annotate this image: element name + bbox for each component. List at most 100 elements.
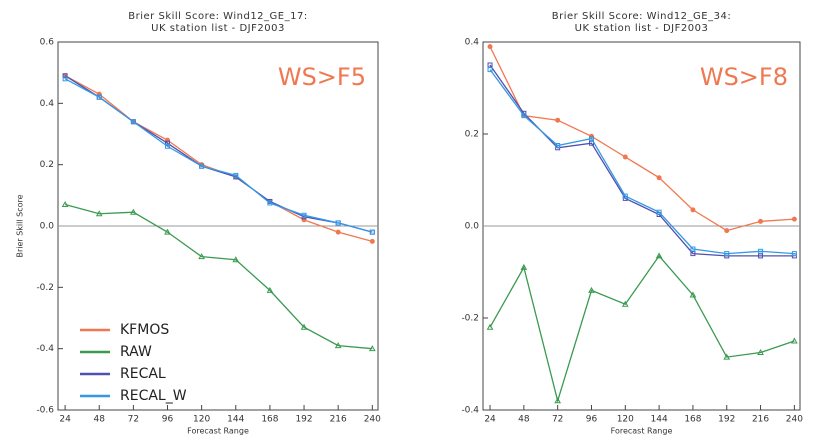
y-tick-label: 0.0 [40,222,55,232]
marker [96,94,102,100]
series-line [64,75,373,242]
x-tick-label: 240 [364,415,381,425]
chart-subtitle: UK station list - DJF2003 [575,23,709,34]
y-tick-label: -0.2 [461,314,479,324]
marker [521,113,527,119]
series-line [489,69,795,255]
y-tick-label: -0.4 [461,406,479,416]
y-tick-label: -0.6 [36,406,54,416]
marker [233,172,239,178]
y-tick-label: 0.6 [40,38,55,48]
marker [487,62,493,68]
annotation: WS>F5 [278,63,366,91]
marker [724,228,730,234]
marker [165,140,171,146]
marker [62,73,68,79]
x-tick-label: 192 [718,415,735,425]
y-tick-label: 0.4 [40,99,55,109]
x-tick-label: 120 [193,415,210,425]
marker [655,252,663,259]
marker [130,119,136,125]
chart-title: Brier Skill Score: Wind12_GE_34: [552,11,731,22]
marker [165,143,171,149]
marker [232,256,240,263]
x-tick-label: 48 [518,415,530,425]
marker [267,200,273,206]
marker [791,251,797,257]
marker [689,291,697,298]
marker [300,323,308,330]
marker [486,323,494,330]
marker [621,300,629,307]
legend-label: KFMOS [120,322,169,338]
marker [555,143,561,148]
x-axis-label: Forecast Range [187,427,249,436]
marker [723,353,731,360]
x-tick-label: 48 [94,415,106,425]
series-line [489,46,795,232]
marker [335,229,341,235]
marker [656,175,662,181]
chart-subtitle: UK station list - DJF2003 [151,23,285,34]
legend-label: RECAL [120,366,166,382]
x-tick-label: 24 [484,415,496,425]
series-line [64,203,373,350]
chart-title: Brier Skill Score: Wind12_GE_17: [128,11,307,22]
marker [622,193,628,199]
marker [301,212,307,218]
marker [335,220,341,226]
marker [266,286,274,293]
x-tick-label: 168 [261,415,278,425]
marker [758,253,764,259]
x-tick-label: 72 [128,415,139,425]
x-tick-label: 120 [617,415,634,425]
marker [791,337,798,344]
x-tick-label: 96 [586,415,598,425]
y-tick-label: 0.4 [465,38,480,48]
marker [487,44,493,50]
marker [724,251,730,257]
y-tick-label: 0.2 [465,130,479,140]
y-tick-label: 0.2 [40,160,54,170]
x-tick-label: 216 [330,415,347,425]
x-tick-label: 216 [752,415,769,425]
marker [791,216,797,222]
x-tick-label: 168 [684,415,701,425]
marker [487,67,493,73]
legend-label: RECAL_W [120,388,187,404]
y-tick-label: 0.0 [465,222,480,232]
marker [757,348,764,355]
y-axis-label: Brier Skill Score [16,194,25,257]
marker [199,163,205,169]
x-tick-label: 96 [162,415,174,425]
marker [62,76,68,82]
marker [656,209,662,215]
marker [164,228,171,235]
x-tick-label: 24 [59,415,71,425]
marker [555,117,561,123]
marker [334,342,342,349]
marker [61,201,69,208]
x-tick-label: 240 [786,415,803,425]
x-tick-label: 144 [651,415,668,425]
series-line [64,75,373,233]
marker [198,253,205,260]
series-line [64,78,373,233]
marker [520,263,528,270]
series-line [489,64,795,257]
marker [369,229,375,235]
marker [95,210,103,217]
x-tick-label: 144 [227,415,244,425]
marker [622,154,628,160]
legend-label: RAW [120,344,152,360]
marker [369,238,375,244]
x-axis-label: Forecast Range [611,427,673,436]
marker [588,136,594,142]
marker [130,208,137,215]
x-tick-label: 72 [552,415,563,425]
marker [690,251,696,257]
marker [758,218,764,224]
y-tick-label: -0.4 [36,344,54,354]
marker [368,345,376,352]
